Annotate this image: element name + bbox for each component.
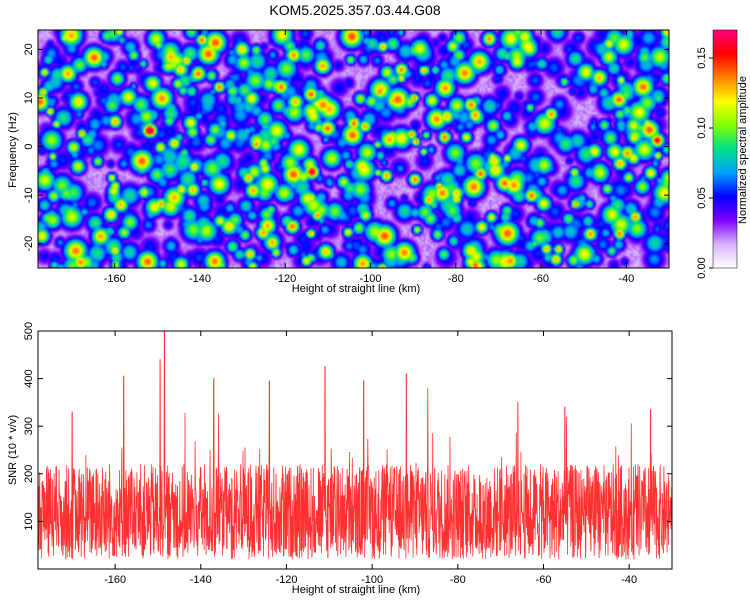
colorbar-gradient xyxy=(713,30,737,268)
spectrogram-x-tick-label: -140 xyxy=(189,273,211,285)
snr-x-tick-label: -160 xyxy=(104,574,126,586)
snr-frame xyxy=(37,330,673,570)
spectrogram-x-tick-label: -120 xyxy=(274,273,296,285)
spectrogram-y-tick-label: 0 xyxy=(23,144,35,150)
colorbar-axis: 0.00 0.05 0.10 0.15 xyxy=(696,47,713,279)
colorbar-tick-label: 0.05 xyxy=(696,187,708,208)
spectrogram-x-tick-label: -100 xyxy=(360,273,382,285)
snr-x-label: Height of straight line (km) xyxy=(292,584,420,596)
spectrogram-y-tick-label: 10 xyxy=(23,92,35,104)
figure-title: KOM5.2025.357.03.44.G08 xyxy=(269,2,440,18)
snr-series-line xyxy=(38,331,672,560)
snr-y-tick-label: 400 xyxy=(23,369,35,387)
snr-x-tick-label: -80 xyxy=(450,574,466,586)
colorbar-label: Normalized spectral amplitude xyxy=(737,76,749,224)
spectrogram-y-axis: -20 -10 0 10 20 xyxy=(23,43,669,252)
snr-y-tick-label: 200 xyxy=(23,465,35,483)
spectrogram-y-label: Frequency (Hz) xyxy=(7,112,19,188)
snr-panel: -160 -140 -120 -100 -80 -60 -40 100 200 300 400 50… xyxy=(7,322,673,596)
spectrogram-y-tick-label: -10 xyxy=(23,187,35,203)
colorbar-tick-label: 0.15 xyxy=(696,47,708,68)
spectrogram-x-tick-label: -40 xyxy=(618,273,634,285)
snr-y-axis: 100 200 300 400 500 xyxy=(23,322,672,531)
snr-x-tick-label: -100 xyxy=(361,574,383,586)
snr-y-tick-label: 300 xyxy=(23,417,35,435)
spectrogram-x-axis: -160 -140 -120 -100 -80 -60 -40 xyxy=(104,30,634,285)
snr-y-tick-label: 100 xyxy=(23,512,35,530)
snr-x-tick-label: -140 xyxy=(190,574,212,586)
spectrogram-x-tick-label: -160 xyxy=(104,273,126,285)
spectrogram-image xyxy=(38,30,669,268)
colorbar-tick-label: 0.10 xyxy=(696,117,708,138)
snr-x-tick-label: -40 xyxy=(621,574,637,586)
spectrogram-frame xyxy=(37,29,670,269)
snr-x-tick-label: -120 xyxy=(275,574,297,586)
colorbar-tick-label: 0.00 xyxy=(696,257,708,278)
spectrogram-y-tick-label: 20 xyxy=(23,43,35,55)
spectrogram-x-tick-label: -80 xyxy=(448,273,464,285)
snr-x-axis: -160 -140 -120 -100 -80 -60 -40 xyxy=(104,331,637,586)
colorbar-frame xyxy=(712,29,738,269)
spectrogram-x-tick-label: -60 xyxy=(533,273,549,285)
snr-y-label: SNR (10 * v/v) xyxy=(7,415,19,485)
spectrogram-y-tick-label: -20 xyxy=(23,236,35,252)
colorbar: 0.00 0.05 0.10 0.15 Normalized spectral amp… xyxy=(696,29,749,279)
snr-y-tick-label: 500 xyxy=(23,322,35,340)
snr-x-tick-label: -60 xyxy=(536,574,552,586)
spectrogram-x-label: Height of straight line (km) xyxy=(292,283,420,295)
